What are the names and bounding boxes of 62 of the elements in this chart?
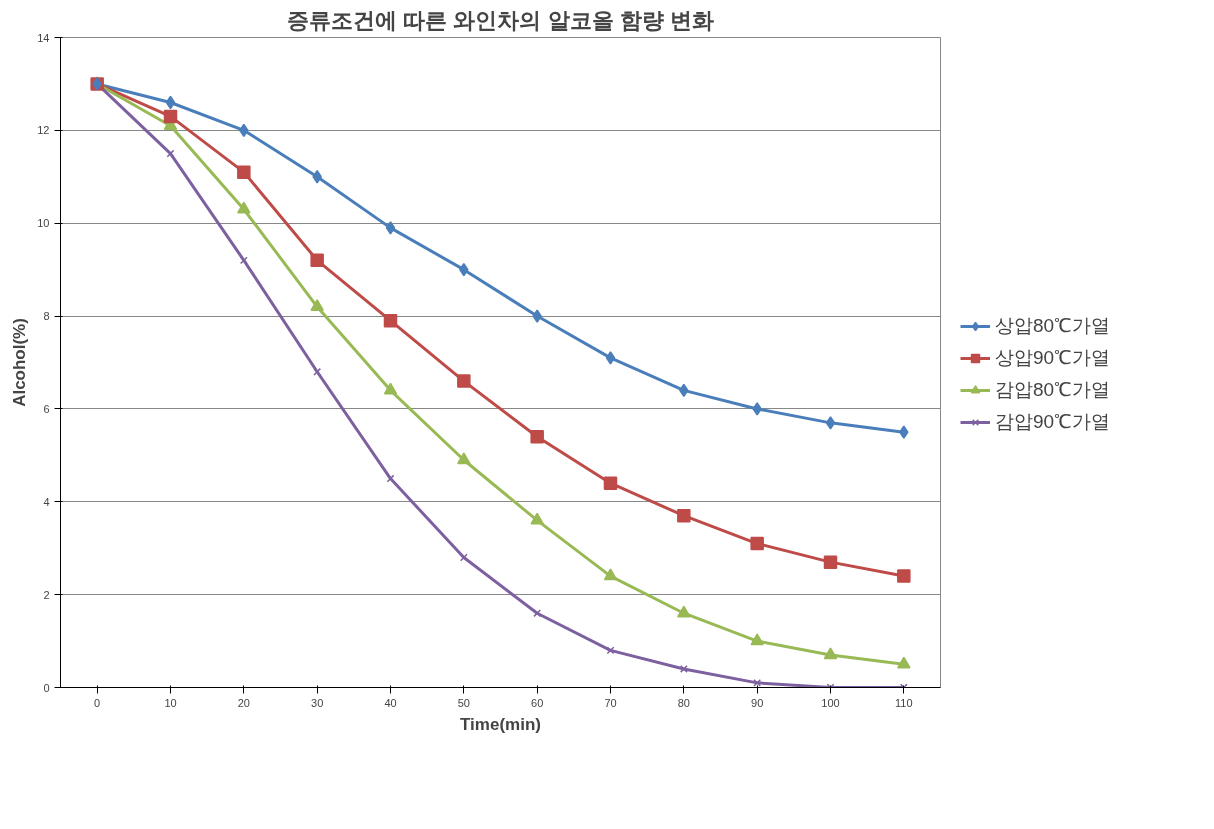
point	[603, 476, 618, 490]
point	[897, 656, 911, 669]
y-tick-label: 10	[37, 217, 50, 230]
y-tick-label: 4	[43, 495, 50, 508]
point	[237, 201, 251, 214]
point	[823, 647, 838, 660]
legend-label: 상압80℃가열	[995, 314, 1111, 338]
y-axis-title: Alcohol(%)	[10, 318, 30, 407]
chart-title: 증류조건에 따른 와인차의 알코올 함량 변화	[287, 7, 714, 33]
x-tick-label: 70	[604, 696, 617, 709]
y-tick-label: 12	[37, 124, 50, 137]
point	[677, 508, 691, 523]
point	[385, 221, 396, 235]
legend-label: 감압80℃가열	[995, 378, 1111, 402]
point	[532, 309, 542, 323]
y-tick-label: 8	[43, 310, 50, 323]
point	[312, 170, 322, 184]
point	[239, 256, 248, 265]
point	[605, 351, 616, 365]
x-tick-label: 110	[895, 696, 913, 709]
legend-label: 감압90℃가열	[995, 410, 1111, 434]
point	[166, 149, 175, 158]
point	[899, 425, 909, 439]
x-tick-label: 50	[457, 696, 470, 709]
x-tick-label: 40	[384, 696, 397, 709]
point	[386, 474, 395, 483]
point	[237, 165, 251, 179]
point	[383, 382, 398, 395]
point	[530, 430, 544, 444]
point	[383, 313, 398, 328]
x-tick-label: 80	[677, 696, 690, 709]
x-tick-label: 0	[94, 696, 101, 709]
point	[603, 568, 618, 581]
x-tick-label: 90	[751, 696, 764, 709]
point	[897, 569, 911, 583]
y-tick-label: 0	[43, 681, 50, 694]
x-tick-label: 100	[821, 696, 840, 709]
point	[457, 374, 471, 388]
point	[752, 402, 762, 416]
y-tick-label: 14	[37, 31, 50, 44]
point	[313, 367, 322, 376]
y-tick-label: 2	[43, 588, 50, 601]
x-tick-label: 30	[311, 696, 324, 709]
point	[310, 253, 324, 268]
legend-label: 상압90℃가열	[995, 346, 1111, 370]
x-axis-title: Time(min)	[460, 714, 541, 734]
point	[533, 609, 542, 618]
x-tick-label: 20	[237, 696, 250, 709]
point	[750, 633, 764, 646]
y-tick-label: 6	[43, 402, 50, 415]
point	[753, 678, 762, 687]
point	[530, 512, 544, 525]
point	[457, 452, 471, 465]
point	[310, 299, 324, 311]
point	[750, 536, 764, 551]
x-tick-label: 60	[531, 696, 544, 709]
point	[825, 416, 836, 430]
point	[677, 605, 691, 618]
point	[823, 555, 838, 569]
point	[163, 109, 178, 124]
point	[165, 95, 176, 110]
x-tick-label: 10	[164, 696, 177, 709]
